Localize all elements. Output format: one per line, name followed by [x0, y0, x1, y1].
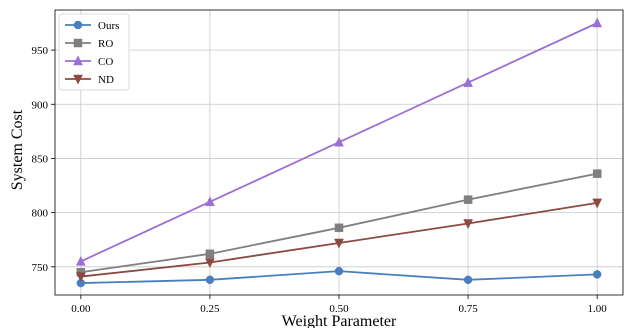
data-point-ro [463, 195, 473, 204]
x-tick-label: 1.00 [588, 303, 608, 315]
data-point-nd [75, 272, 86, 283]
data-point-co [205, 196, 215, 207]
y-axis-label: System Cost [9, 109, 26, 190]
legend-marker-ro [73, 38, 83, 48]
series-nd [75, 198, 603, 283]
y-tick-label: 950 [32, 45, 49, 57]
x-axis-ticks: 0.00 0.25 0.50 0.75 1.00 [71, 295, 607, 315]
grid-lines [55, 10, 623, 295]
y-tick-label: 850 [32, 153, 49, 165]
y-tick-label: 750 [32, 262, 49, 274]
data-point-ours [463, 275, 473, 285]
legend-marker-co [73, 55, 83, 66]
legend-item-ro: RO [65, 38, 113, 50]
legend-label-co: CO [98, 56, 113, 68]
legend-item-co: CO [65, 55, 113, 68]
x-tick-label: 0.75 [458, 303, 478, 315]
legend: Ours RO CO ND [58, 13, 130, 91]
data-point-ro [205, 249, 215, 259]
series-ro [76, 169, 602, 277]
data-point-co [334, 136, 344, 147]
series-ours [76, 266, 602, 288]
legend-label-ro: RO [98, 38, 113, 50]
legend-marker-ours [73, 20, 83, 30]
legend-label-nd: ND [98, 74, 114, 86]
data-point-ours [205, 275, 215, 285]
legend-marker-nd [73, 74, 83, 85]
legend-item-ours: Ours [65, 20, 119, 32]
data-point-co [592, 17, 603, 28]
x-tick-label: 0.50 [329, 303, 349, 315]
data-point-ro [592, 169, 602, 178]
y-tick-label: 900 [32, 99, 49, 111]
legend-box [58, 13, 130, 91]
data-point-co [75, 255, 86, 266]
series-layer [75, 17, 603, 288]
x-tick-label: 0.25 [200, 303, 220, 315]
data-point-nd [205, 258, 215, 269]
data-point-nd [592, 198, 603, 209]
x-axis-label: Weight Parameter [282, 313, 397, 328]
legend-item-nd: ND [65, 74, 114, 86]
data-point-ours [334, 266, 344, 276]
series-co [75, 17, 603, 266]
y-tick-label: 800 [32, 208, 49, 220]
data-point-nd [463, 219, 473, 230]
data-point-co [463, 77, 473, 87]
data-point-nd [334, 238, 344, 249]
x-tick-label: 0.00 [71, 303, 91, 315]
y-axis-ticks: 750 800 850 900 950 [32, 45, 55, 274]
legend-label-ours: Ours [98, 20, 119, 32]
data-point-ours [592, 270, 602, 279]
data-point-ro [334, 223, 344, 233]
